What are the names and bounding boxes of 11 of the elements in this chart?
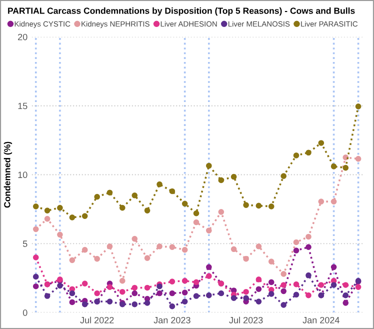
y-tick-label: 5	[22, 240, 28, 247]
y-axis-title: Condemned (%)	[4, 142, 12, 208]
chart-title: PARTIAL Carcass Condemnations by Disposition (Top 5 Reasons) - Cows and Bulls	[8, 7, 355, 16]
x-tick-label: Jul 2022	[80, 316, 114, 324]
y-tick-label: 10	[18, 172, 28, 178]
x-tick-label: Jan 2024	[302, 316, 340, 324]
y-tick-label: 15	[18, 102, 28, 110]
x-tick-label: Jul 2023	[229, 316, 263, 324]
y-tick-label: 20	[18, 34, 28, 40]
x-tick-label: Jan 2023	[154, 316, 190, 324]
y-tick-label: 0	[22, 310, 28, 316]
